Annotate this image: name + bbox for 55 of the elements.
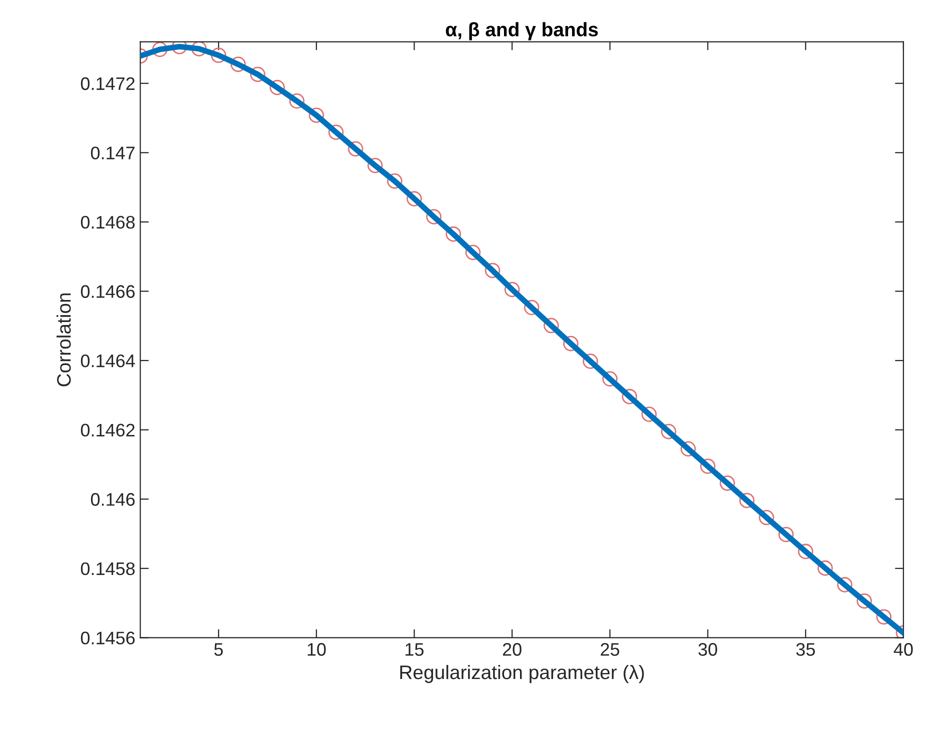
- y-tick-label: 0.1456: [80, 632, 135, 644]
- point: [308, 108, 324, 123]
- x-tick-label: 35: [796, 643, 815, 656]
- point: [778, 526, 794, 542]
- x-tick-label: 15: [406, 643, 424, 656]
- point: [504, 282, 520, 298]
- point: [837, 577, 852, 592]
- point: [818, 560, 833, 576]
- y-tick-label: 0.1462: [80, 424, 135, 437]
- point: [367, 158, 383, 174]
- y-tick-label: 0.1458: [80, 562, 135, 576]
- x-axis-title: Regularization parameter (λ): [400, 664, 644, 684]
- x-tick-label: 5: [214, 643, 223, 656]
- point: [524, 300, 540, 316]
- point: [544, 318, 559, 334]
- point: [680, 441, 696, 457]
- point: [152, 42, 168, 58]
- y-tick-label: 0.1472: [80, 77, 135, 90]
- point: [622, 388, 638, 404]
- point: [465, 244, 481, 260]
- y-tick-label: 0.1464: [80, 354, 135, 368]
- point: [426, 209, 442, 224]
- point: [191, 42, 207, 56]
- point: [348, 141, 364, 156]
- point: [289, 93, 304, 109]
- point: [739, 492, 755, 508]
- point: [406, 191, 422, 206]
- point: [446, 226, 462, 242]
- y-tick-label: 0.1466: [80, 285, 135, 298]
- x-tick-label: 30: [698, 643, 718, 656]
- point: [876, 609, 892, 625]
- point: [563, 336, 578, 352]
- point: [798, 544, 814, 560]
- x-tick-label: 20: [502, 643, 522, 656]
- point: [660, 424, 676, 440]
- point: [328, 124, 344, 140]
- point: [758, 510, 774, 526]
- chart-title: α, β and γ bands: [446, 22, 598, 40]
- point: [230, 56, 246, 72]
- point: [720, 476, 735, 491]
- x-tick-label: 10: [308, 643, 326, 656]
- y-axis-title: Corrolation: [56, 293, 71, 386]
- point: [856, 593, 872, 609]
- x-tick-label: 25: [600, 643, 620, 656]
- y-tick-label: 0.1468: [80, 216, 135, 229]
- point: [250, 66, 266, 82]
- y-tick-label: 0.146: [90, 493, 135, 506]
- point: [387, 173, 402, 189]
- point: [602, 371, 618, 387]
- point: [641, 406, 657, 422]
- x-tick-label: 40: [894, 643, 913, 656]
- point: [270, 80, 285, 96]
- point: [700, 458, 716, 474]
- y-tick-label: 0.147: [90, 146, 135, 160]
- point: [582, 354, 598, 369]
